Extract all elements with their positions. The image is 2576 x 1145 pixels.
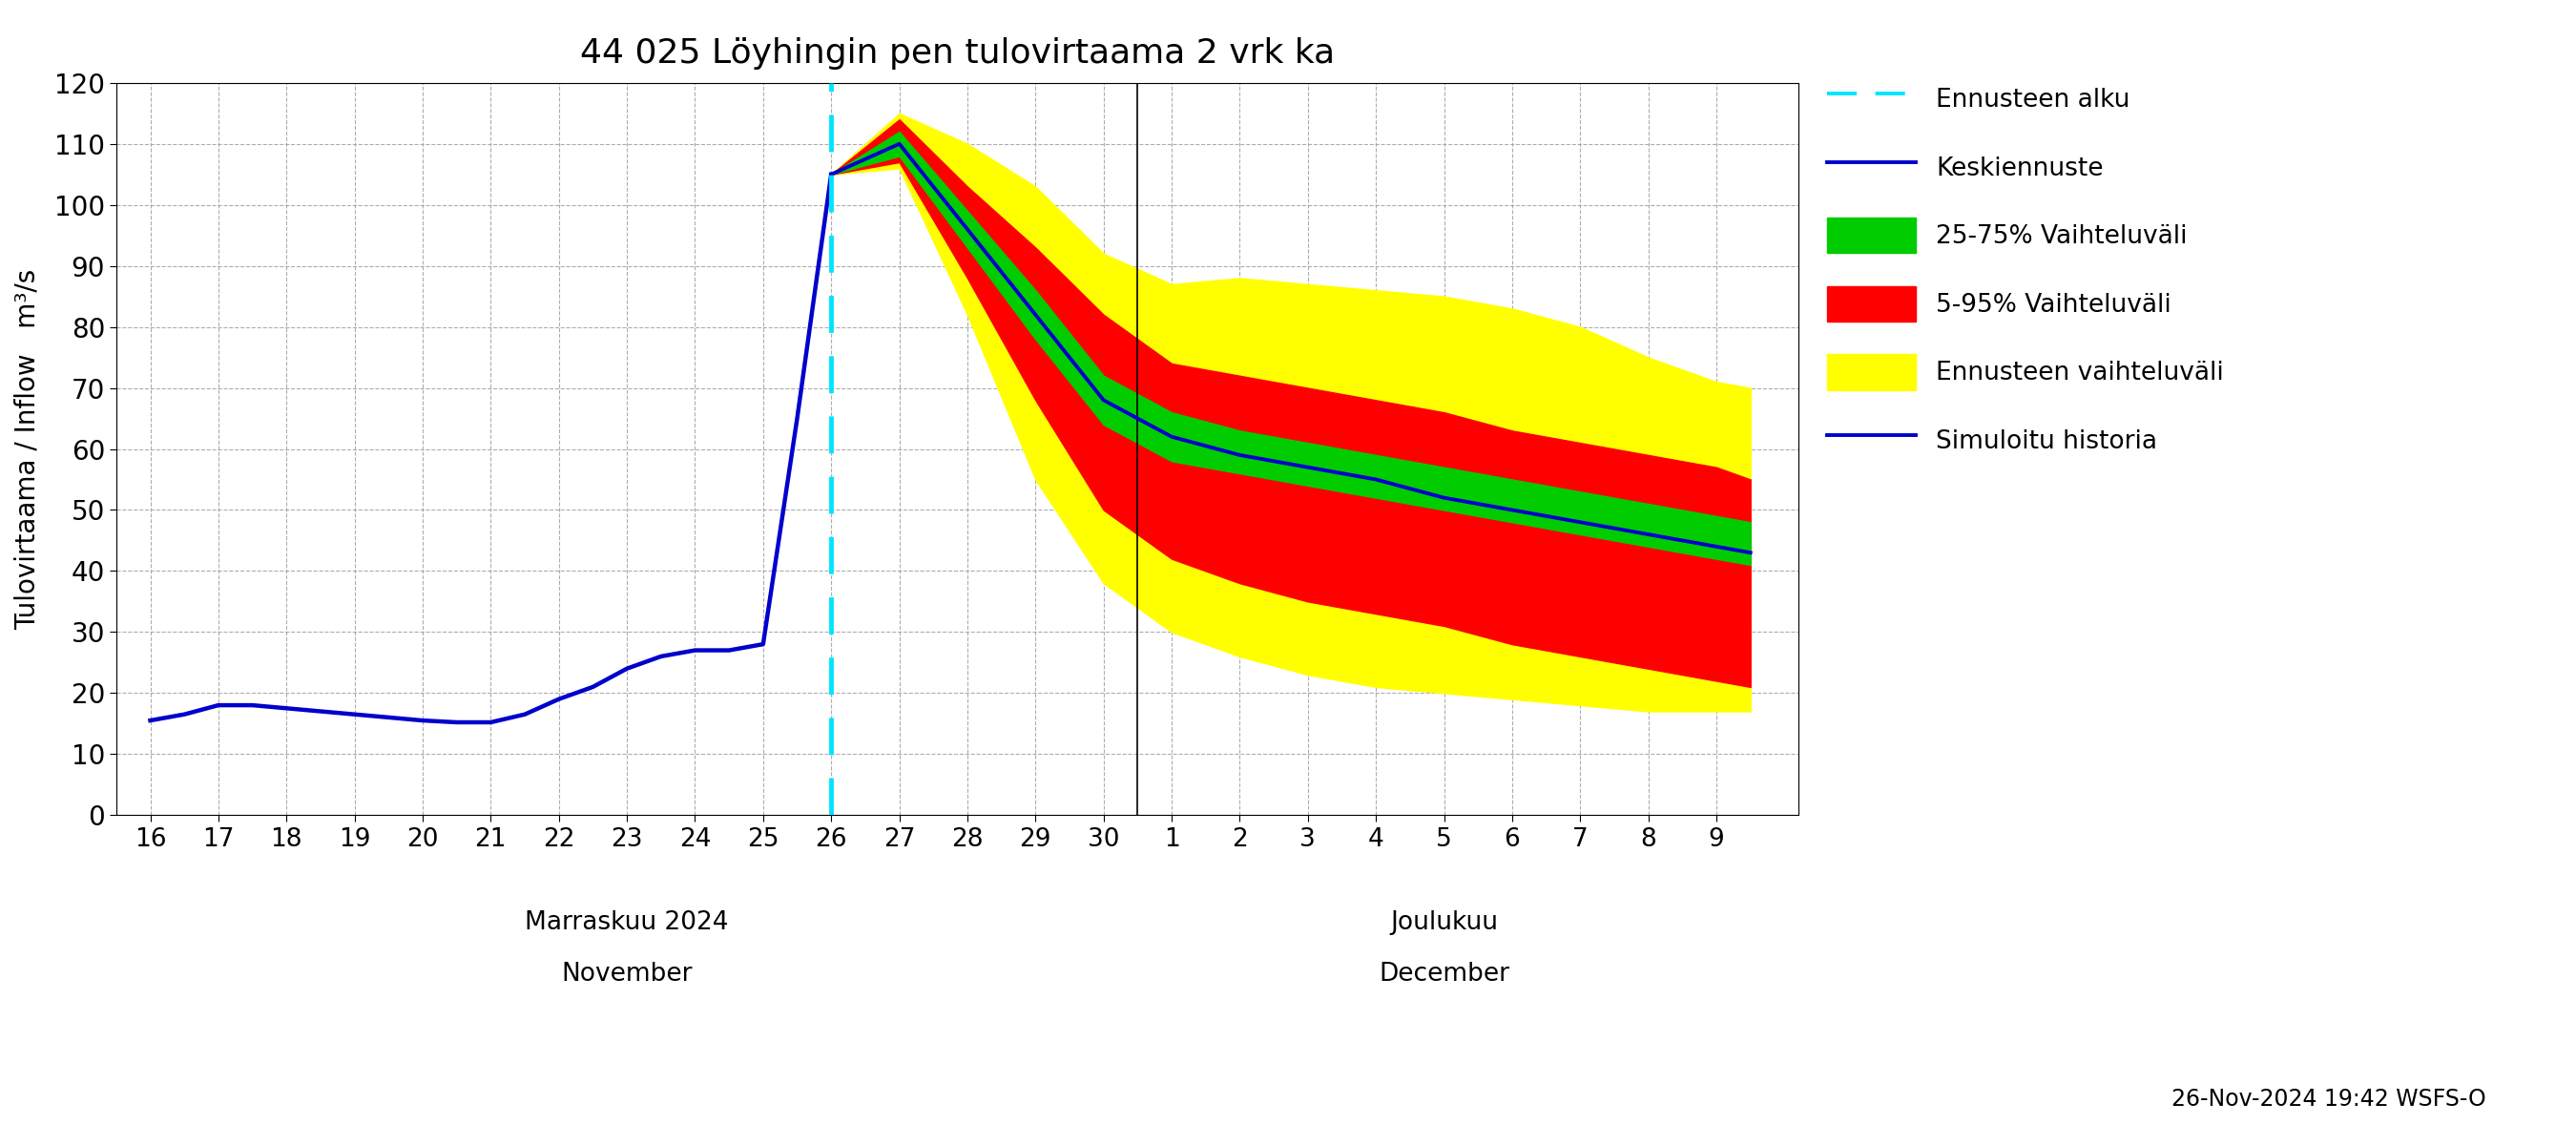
Text: Marraskuu 2024: Marraskuu 2024 (526, 910, 729, 935)
Title: 44 025 Löyhingin pen tulovirtaama 2 vrk ka: 44 025 Löyhingin pen tulovirtaama 2 vrk … (580, 37, 1334, 70)
Legend: Ennusteen alku, Keskiennuste, 25-75% Vaihteluväli, 5-95% Vaihteluväli, Ennusteen: Ennusteen alku, Keskiennuste, 25-75% Vai… (1826, 81, 2223, 458)
Text: December: December (1378, 962, 1510, 986)
Text: Joulukuu: Joulukuu (1391, 910, 1497, 935)
Y-axis label: Tulovirtaama / Inflow   m³/s: Tulovirtaama / Inflow m³/s (15, 268, 41, 630)
Text: November: November (562, 962, 693, 986)
Text: 26-Nov-2024 19:42 WSFS-O: 26-Nov-2024 19:42 WSFS-O (2172, 1088, 2486, 1111)
